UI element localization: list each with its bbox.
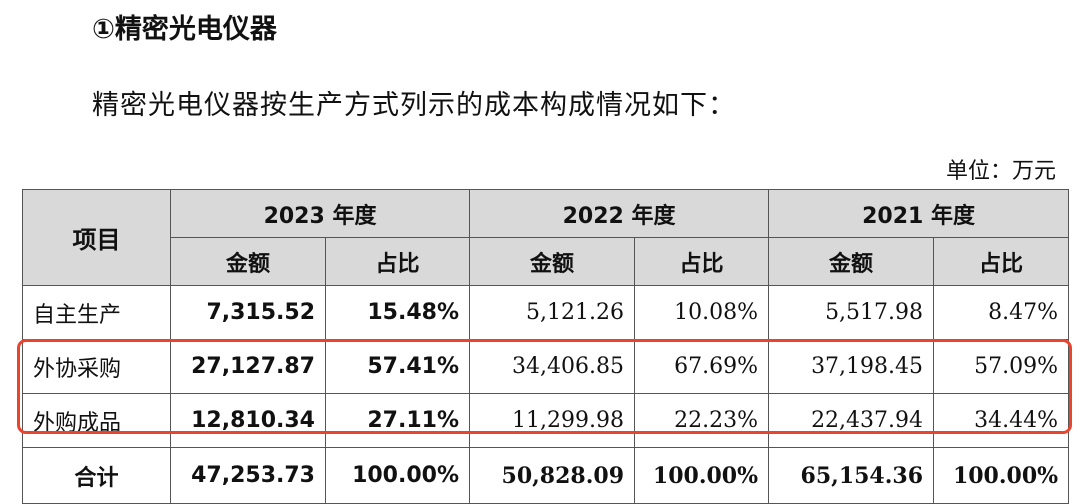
total-label: 合计 xyxy=(22,447,171,504)
ratio-header: 占比 xyxy=(324,237,471,286)
ratio-cell: 57.41% xyxy=(324,339,471,394)
ratio-cell: 10.08% xyxy=(634,285,770,340)
ratio-cell: 67.69% xyxy=(634,339,770,394)
amount-header: 金额 xyxy=(768,237,935,286)
section-heading: ①精密光电仪器 xyxy=(92,14,277,45)
amount-cell: 34,406.85 xyxy=(469,339,636,394)
ratio-cell: 57.09% xyxy=(933,339,1070,394)
unit-label: 单位：万元 xyxy=(945,159,1056,184)
row-label: 外购成品 xyxy=(22,393,171,448)
ratio-header: 占比 xyxy=(933,237,1070,286)
ratio-cell: 27.11% xyxy=(324,393,471,448)
total-ratio-cell: 100.00% xyxy=(324,447,471,504)
amount-header: 金额 xyxy=(469,237,636,286)
year-header-2023: 2023 年度 xyxy=(169,189,471,238)
intro-paragraph: 精密光电仪器按生产方式列示的成本构成情况如下： xyxy=(92,90,736,121)
total-ratio-cell: 100.00% xyxy=(933,447,1070,504)
ratio-cell: 15.48% xyxy=(324,285,471,340)
amount-header: 金额 xyxy=(170,237,326,286)
row-label: 外协采购 xyxy=(22,339,171,394)
ratio-cell: 34.44% xyxy=(933,393,1070,448)
amount-cell: 22,437.94 xyxy=(768,393,935,448)
item-header: 项目 xyxy=(22,189,171,286)
amount-cell: 7,315.52 xyxy=(170,285,326,340)
total-ratio-cell: 100.00% xyxy=(634,447,770,504)
row-label: 自主生产 xyxy=(22,285,171,340)
amount-cell: 11,299.98 xyxy=(469,393,636,448)
amount-cell: 5,121.26 xyxy=(469,285,636,340)
year-header-2021: 2021 年度 xyxy=(768,189,1070,238)
ratio-cell: 22.23% xyxy=(634,393,770,448)
amount-cell: 12,810.34 xyxy=(170,393,326,448)
table-row: 自主生产 7,315.52 15.48% 5,121.26 10.08% 5,5… xyxy=(22,285,1070,340)
total-amount-cell: 50,828.09 xyxy=(469,447,636,504)
ratio-cell: 8.47% xyxy=(933,285,1070,340)
cost-table: 项目 2023 年度 2022 年度 2021 年度 金额 占比 金额 占比 金… xyxy=(22,189,1070,504)
total-amount-cell: 65,154.36 xyxy=(768,447,935,504)
ratio-header: 占比 xyxy=(634,237,770,286)
amount-cell: 5,517.98 xyxy=(768,285,935,340)
amount-cell: 27,127.87 xyxy=(170,339,326,394)
amount-cell: 37,198.45 xyxy=(768,339,935,394)
table-row: 外协采购 27,127.87 57.41% 34,406.85 67.69% 3… xyxy=(22,339,1070,394)
total-row: 合计 47,253.73 100.00% 50,828.09 100.00% 6… xyxy=(22,447,1070,504)
total-amount-cell: 47,253.73 xyxy=(170,447,326,504)
table-row: 外购成品 12,810.34 27.11% 11,299.98 22.23% 2… xyxy=(22,393,1070,448)
year-header-2022: 2022 年度 xyxy=(469,189,770,238)
